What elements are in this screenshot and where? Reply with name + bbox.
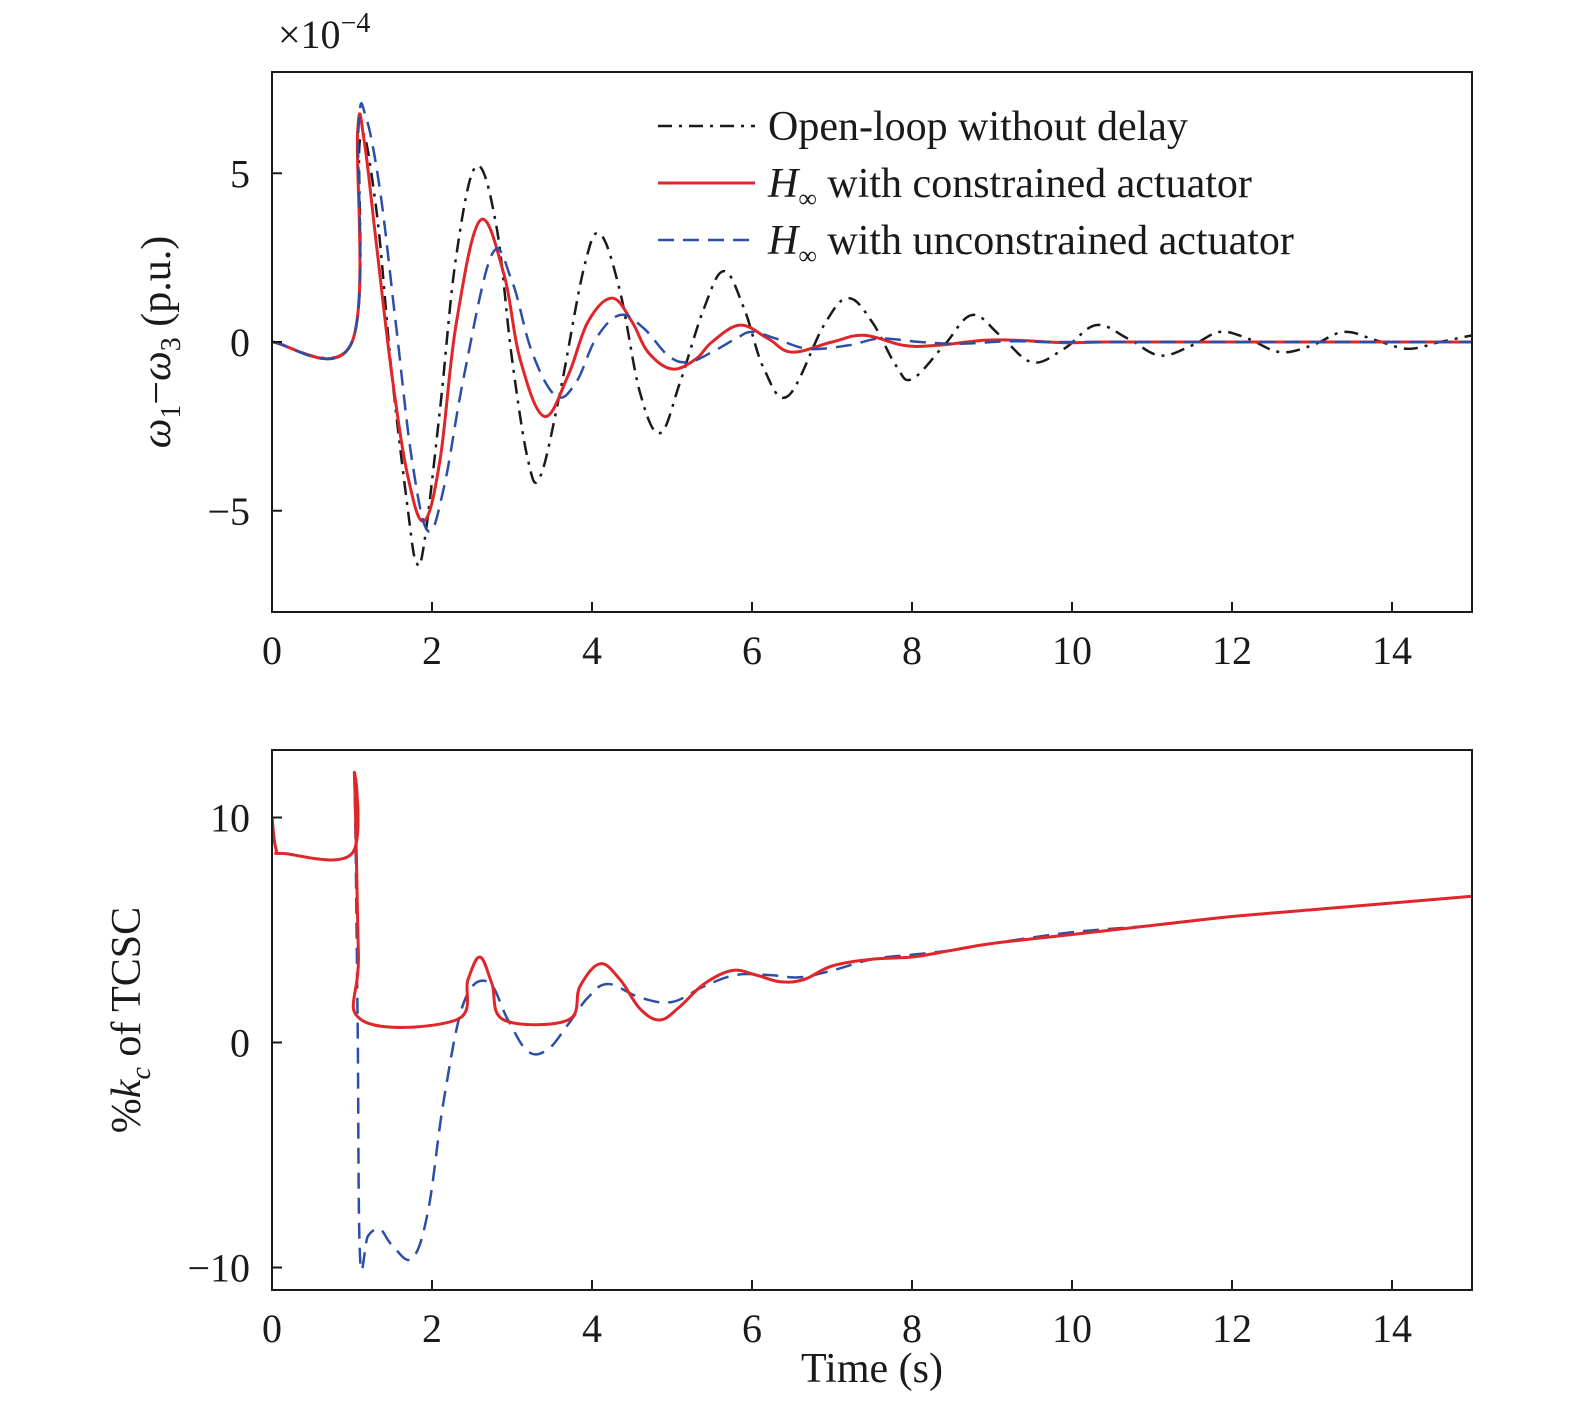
top-plot-lines [272,102,1472,568]
top-x-tick-label: 6 [742,628,762,673]
bottom-x-tick-label: 6 [742,1306,762,1351]
bottom-x-tick-label: 0 [262,1306,282,1351]
top-y-ticks: −5 0 5 [207,151,282,534]
top-x-tick-label: 10 [1052,628,1092,673]
top-y-multiplier: ×10−4 [278,8,370,57]
bottom-y-axis-title: %kc of TCSC [104,907,157,1133]
top-series-line-1 [272,112,1472,523]
top-series-line-2 [272,102,1472,533]
top-y-tick-label: 5 [230,151,250,196]
legend: Open-loop without delay H∞ with constrai… [658,104,1294,270]
top-x-tick-label: 2 [422,628,442,673]
bottom-x-tick-label: 10 [1052,1306,1092,1351]
bottom-panel: 0 2 4 6 8 10 12 14 −10 0 10 %kc of TCSC Time (s) [104,749,1473,1392]
top-y-tick-label: −5 [207,489,250,534]
legend-label-constrained: H∞ with constrained actuator [767,161,1252,213]
bottom-x-tick-label: 2 [422,1306,442,1351]
bottom-x-ticks: 0 2 4 6 8 10 12 14 [262,1280,1412,1351]
bottom-y-tick-label: 10 [210,796,250,841]
bottom-x-tick-label: 8 [902,1306,922,1351]
bottom-plot-lines [272,770,1472,1272]
top-x-tick-label: 4 [582,628,602,673]
legend-label-open-loop: Open-loop without delay [768,104,1188,150]
bottom-y-tick-label: −10 [187,1246,250,1291]
bottom-plot-frame [271,749,1473,1291]
bottom-y-tick-label: 0 [230,1021,250,1066]
bottom-series-line-1 [272,770,1472,1029]
bottom-x-tick-label: 4 [582,1306,602,1351]
legend-label-unconstrained: H∞ with unconstrained actuator [767,218,1294,270]
top-panel: 0 2 4 6 8 10 12 14 −5 0 5 ×10−4 ω1−ω3 (p.u.) Open… [134,8,1473,673]
top-x-tick-label: 14 [1372,628,1412,673]
top-series-line-0 [272,131,1472,568]
top-x-tick-label: 0 [262,628,282,673]
top-x-tick-label: 12 [1212,628,1252,673]
bottom-y-ticks: −10 0 10 [187,796,282,1291]
bottom-x-axis-title: Time (s) [801,1346,943,1392]
top-y-tick-label: 0 [230,320,250,365]
bottom-x-tick-label: 14 [1372,1306,1412,1351]
bottom-x-tick-label: 12 [1212,1306,1252,1351]
top-x-tick-label: 8 [902,628,922,673]
top-y-axis-title: ω1−ω3 (p.u.) [134,236,187,448]
top-x-ticks: 0 2 4 6 8 10 12 14 [262,602,1412,673]
